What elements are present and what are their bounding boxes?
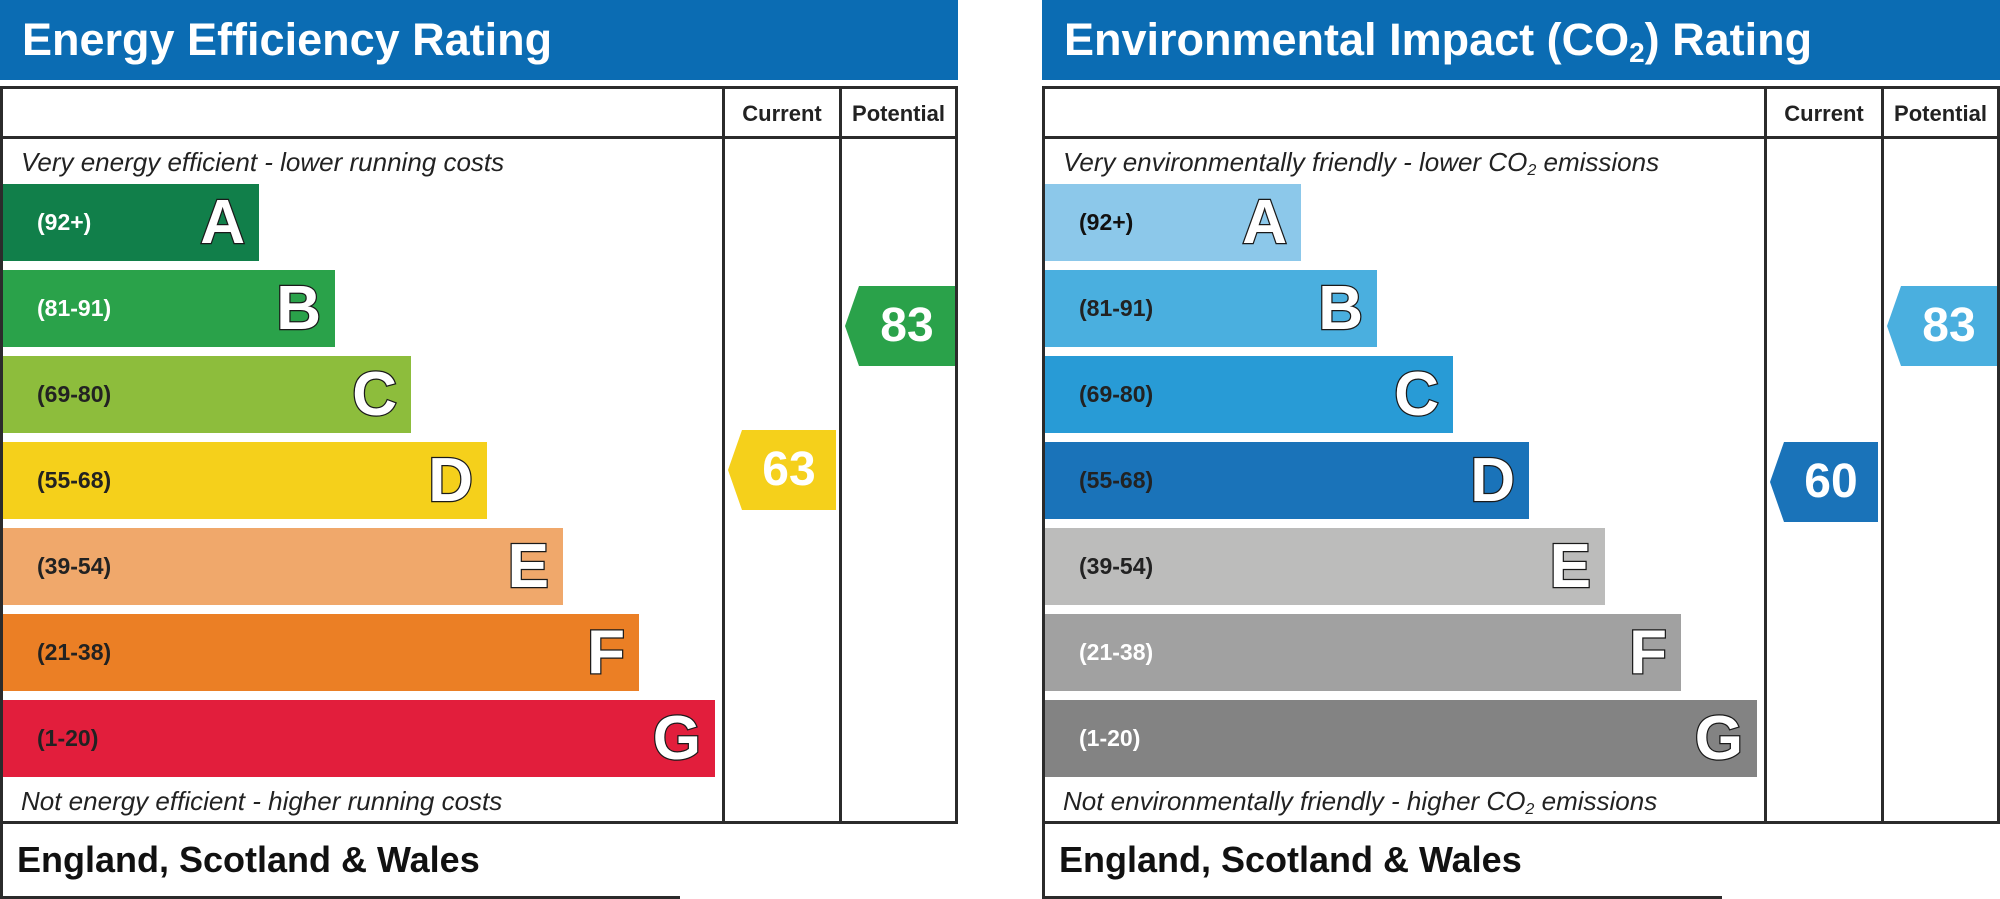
band-bar-f: (21-38) F (3, 614, 639, 691)
column-divider (1764, 89, 1767, 821)
current-column-header: Current (742, 101, 822, 126)
bottom-note: Not environmentally friendly - higher CO… (1063, 786, 1657, 817)
rating-grid: Current Potential Very environmentally f… (1042, 86, 2000, 824)
title-subscript: 2 (1629, 36, 1645, 68)
band-range-label: (55-68) (37, 467, 112, 493)
note-text: Very environmentally friendly - lower CO (1063, 147, 1528, 177)
band-range-label: (69-80) (1079, 381, 1154, 407)
band-range-label: (92+) (37, 209, 92, 235)
top-note: Very energy efficient - lower running co… (21, 147, 505, 177)
panel-title: Energy Efficiency Rating (0, 0, 958, 80)
bottom-note: Not energy efficient - higher running co… (21, 786, 503, 816)
band-bar-b: (81-91) B (3, 270, 335, 347)
panel-title: Environmental Impact (CO2) Rating (1042, 0, 2000, 80)
band-range-label: (21-38) (37, 639, 112, 665)
band-bar-g: (1-20) G (3, 700, 715, 777)
band-letter: B (1317, 273, 1364, 345)
current-column-header: Current (1784, 101, 1864, 126)
environmental-impact-panel: Environmental Impact (CO2) Rating Curren… (1042, 0, 2000, 899)
band-bar-c: (69-80) C (3, 356, 411, 433)
band-range-label: (81-91) (37, 295, 112, 321)
rating-grid: Current Potential Very energy efficient … (0, 86, 958, 824)
band-letter: E (506, 531, 550, 603)
region-footer: England, Scotland & Wales (0, 824, 680, 899)
note-subscript: 2 (1527, 161, 1537, 180)
note-subscript: 2 (1525, 800, 1535, 819)
potential-column-header: Potential (1894, 101, 1987, 126)
band-bar-a: (92+) A (1045, 184, 1301, 261)
band-letter: A (199, 187, 246, 259)
region-footer: England, Scotland & Wales (1042, 824, 1722, 899)
band-range-label: (21-38) (1079, 639, 1154, 665)
band-bar-c: (69-80) C (1045, 356, 1453, 433)
band-letter: C (1393, 359, 1440, 431)
top-note: Very environmentally friendly - lower CO… (1063, 147, 1659, 178)
band-bar-g: (1-20) G (1045, 700, 1757, 777)
band-letter: F (586, 617, 626, 689)
band-range-label: (1-20) (37, 725, 99, 751)
band-range-label: (1-20) (1079, 725, 1141, 751)
column-divider (839, 89, 842, 821)
band-range-label: (39-54) (37, 553, 112, 579)
band-range-label: (92+) (1079, 209, 1134, 235)
potential-rating-value: 83 (1922, 299, 1976, 352)
band-bar-e: (39-54) E (1045, 528, 1605, 605)
title-text-end: ) Rating (1644, 14, 1813, 65)
band-letter: A (1241, 187, 1288, 259)
column-divider (1881, 89, 1884, 821)
potential-rating-marker: 83 (1887, 286, 1997, 366)
band-letter: G (652, 703, 703, 775)
band-range-label: (69-80) (37, 381, 112, 407)
column-divider (722, 89, 725, 821)
potential-column-header: Potential (852, 101, 945, 126)
band-bar-e: (39-54) E (3, 528, 563, 605)
energy-efficiency-panel: Energy Efficiency Rating Current Potenti… (0, 0, 958, 899)
current-rating-value: 60 (1804, 455, 1858, 508)
band-letter: E (1548, 531, 1592, 603)
band-letter: G (1694, 703, 1745, 775)
band-bar-b: (81-91) B (1045, 270, 1377, 347)
band-range-label: (39-54) (1079, 553, 1154, 579)
band-bar-f: (21-38) F (1045, 614, 1681, 691)
band-letter: F (1628, 617, 1668, 689)
title-text: Environmental Impact (CO (1064, 14, 1630, 65)
band-range-label: (55-68) (1079, 467, 1154, 493)
band-bar-d: (55-68) D (1045, 442, 1529, 519)
potential-rating-value: 83 (880, 299, 934, 352)
band-letter: C (351, 359, 398, 431)
header-divider (1045, 136, 1997, 139)
note-text: Not environmentally friendly - higher CO (1063, 786, 1526, 816)
note-text-end: emissions (1534, 786, 1658, 816)
band-bar-a: (92+) A (3, 184, 259, 261)
potential-rating-marker: 83 (845, 286, 955, 366)
band-letter: D (1469, 445, 1516, 517)
current-rating-marker: 60 (1770, 442, 1878, 522)
note-text-end: emissions (1536, 147, 1660, 177)
header-divider (3, 136, 955, 139)
current-rating-marker: 63 (728, 430, 836, 510)
band-bar-d: (55-68) D (3, 442, 487, 519)
band-letter: D (427, 445, 474, 517)
band-letter: B (275, 273, 322, 345)
current-rating-value: 63 (762, 443, 816, 496)
band-range-label: (81-91) (1079, 295, 1154, 321)
